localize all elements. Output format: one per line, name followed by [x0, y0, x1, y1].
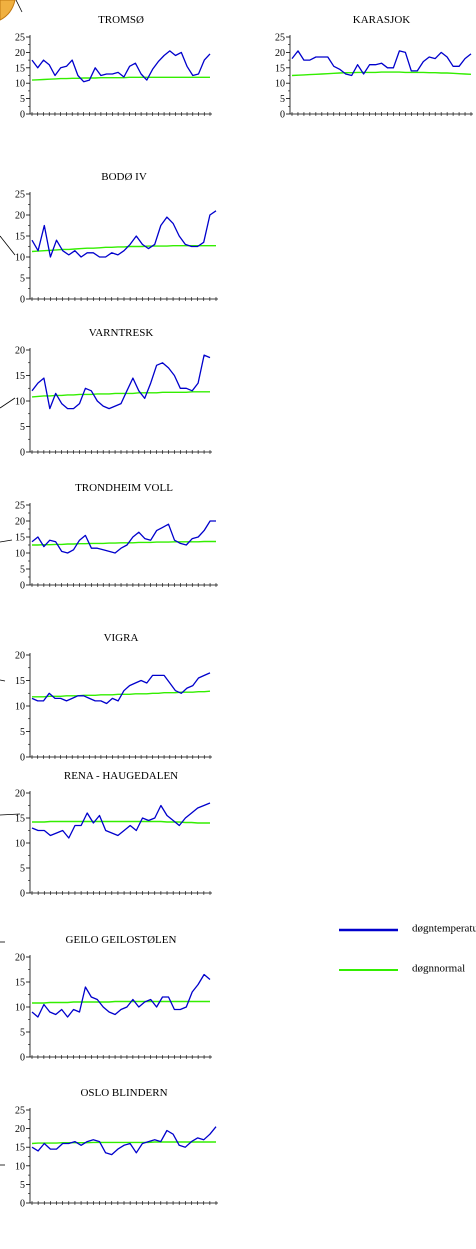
y-tick-label: 20 [15, 517, 25, 528]
orange-corner-shape [0, 0, 16, 21]
y-tick-label: 15 [15, 1143, 25, 1154]
y-tick-label: 0 [20, 889, 25, 900]
y-tick-label: 5 [20, 422, 25, 433]
y-tick-label: 15 [15, 371, 25, 382]
chart-title: VIGRA [104, 632, 139, 644]
series-line-normal [32, 540, 216, 546]
y-tick-label: 20 [15, 48, 25, 59]
series-line-normal [291, 71, 472, 77]
y-tick-label: 25 [275, 33, 285, 44]
decorations [0, 0, 23, 1166]
chart-karasjok: KARASJOK 0 5 10 15 20 25 [275, 14, 473, 121]
pointer-line-3 [0, 397, 16, 409]
y-tick-label: 5 [20, 94, 25, 105]
chart-title: RENA - HAUGEDALEN [64, 770, 178, 782]
y-tick-label: 25 [15, 190, 25, 201]
chart-title: BODØ IV [101, 171, 147, 183]
y-tick-label: 5 [280, 94, 285, 105]
y-tick-label: 20 [15, 651, 25, 662]
y-tick-label: 15 [15, 814, 25, 825]
y-tick-label: 0 [20, 753, 25, 764]
y-tick-label: 10 [15, 549, 25, 560]
y-tick-label: 25 [15, 33, 25, 44]
y-tick-label: 0 [20, 110, 25, 121]
y-tick-label: 5 [20, 1028, 25, 1039]
series-line-normal [31, 391, 210, 398]
series-line-normal [31, 1141, 216, 1145]
y-tick-label: 10 [15, 702, 25, 713]
chart-title: GEILO GEILOSTØLEN [66, 934, 177, 946]
y-tick-label: 5 [20, 1180, 25, 1191]
y-tick-label: 20 [15, 211, 25, 222]
y-tick-label: 5 [20, 864, 25, 875]
y-tick-label: 0 [20, 1199, 25, 1210]
series-line-temperature [31, 354, 211, 410]
chart-title: TRONDHEIM VOLL [75, 482, 173, 494]
pointer-line-4 [0, 539, 13, 543]
chart-tromso: TROMSØ 0 5 10 15 20 25 [15, 14, 212, 121]
chart-title: OSLO BLINDERN [80, 1087, 167, 1099]
chart-title: TROMSØ [98, 14, 144, 26]
series-line-normal [31, 76, 210, 81]
series-line-temperature [291, 50, 472, 77]
series-line-normal [32, 1000, 210, 1004]
y-tick-label: 10 [15, 1161, 25, 1172]
chart-rena-haugedalen: RENA - HAUGEDALEN 0 5 10 15 20 [15, 770, 212, 900]
y-tick-label: 15 [15, 63, 25, 74]
series-line-normal [31, 244, 216, 253]
chart-oslo-blindern: OSLO BLINDERN 0 5 10 15 20 25 [15, 1087, 218, 1210]
y-tick-label: 25 [15, 1106, 25, 1117]
y-tick-label: 5 [20, 274, 25, 285]
chart-varntresk: VARNTRESK 0 5 10 15 20 [15, 327, 212, 459]
y-tick-label: 0 [20, 1053, 25, 1064]
chart-bodo-iv: BODØ IV 0 5 10 15 20 25 [15, 171, 218, 306]
y-tick-label: 15 [15, 676, 25, 687]
series-line-temperature [31, 672, 211, 705]
series-line-temperature [31, 802, 211, 839]
y-tick-label: 0 [280, 110, 285, 121]
y-tick-label: 5 [20, 727, 25, 738]
y-tick-label: 15 [15, 533, 25, 544]
y-tick-label: 0 [20, 448, 25, 459]
legend: døgntemperatur døgnnormal [339, 923, 476, 975]
chart-vigra: VIGRA 0 5 10 15 20 [15, 632, 212, 764]
y-tick-label: 10 [15, 1003, 25, 1014]
y-tick-label: 20 [275, 48, 285, 59]
pointer-line-1 [15, 0, 23, 13]
chart-geilo-geilostolen: GEILO GEILOSTØLEN 0 5 10 15 20 [15, 934, 212, 1064]
y-tick-label: 25 [15, 501, 25, 512]
legend-label-temperature: døgntemperatur [412, 923, 476, 935]
y-tick-label: 20 [15, 789, 25, 800]
pointer-line-5 [0, 679, 6, 682]
legend-label-normal: døgnnormal [412, 963, 465, 975]
series-line-normal [32, 820, 210, 824]
series-line-temperature [31, 210, 217, 258]
chart-title: VARNTRESK [89, 327, 154, 339]
series-line-temperature [31, 1126, 217, 1156]
series-line-temperature [31, 520, 216, 554]
y-tick-label: 15 [275, 63, 285, 74]
pointer-line-6 [0, 813, 21, 816]
y-tick-label: 0 [20, 581, 25, 592]
y-tick-label: 10 [15, 397, 25, 408]
y-tick-label: 10 [15, 253, 25, 264]
series-line-temperature [31, 50, 211, 83]
chart-trondheim-voll: TRONDHEIM VOLL 0 5 10 15 20 25 [15, 482, 218, 592]
y-tick-label: 15 [15, 232, 25, 243]
y-tick-label: 15 [15, 978, 25, 989]
y-tick-label: 10 [15, 839, 25, 850]
y-tick-label: 20 [15, 953, 25, 964]
y-tick-label: 20 [15, 1124, 25, 1135]
chart-title: KARASJOK [353, 14, 411, 26]
series-line-temperature [31, 973, 211, 1018]
pointer-line-2 [0, 235, 16, 256]
y-tick-label: 5 [20, 565, 25, 576]
y-tick-label: 10 [15, 79, 25, 90]
y-tick-label: 0 [20, 295, 25, 306]
y-tick-label: 20 [15, 346, 25, 357]
y-tick-label: 10 [275, 79, 285, 90]
